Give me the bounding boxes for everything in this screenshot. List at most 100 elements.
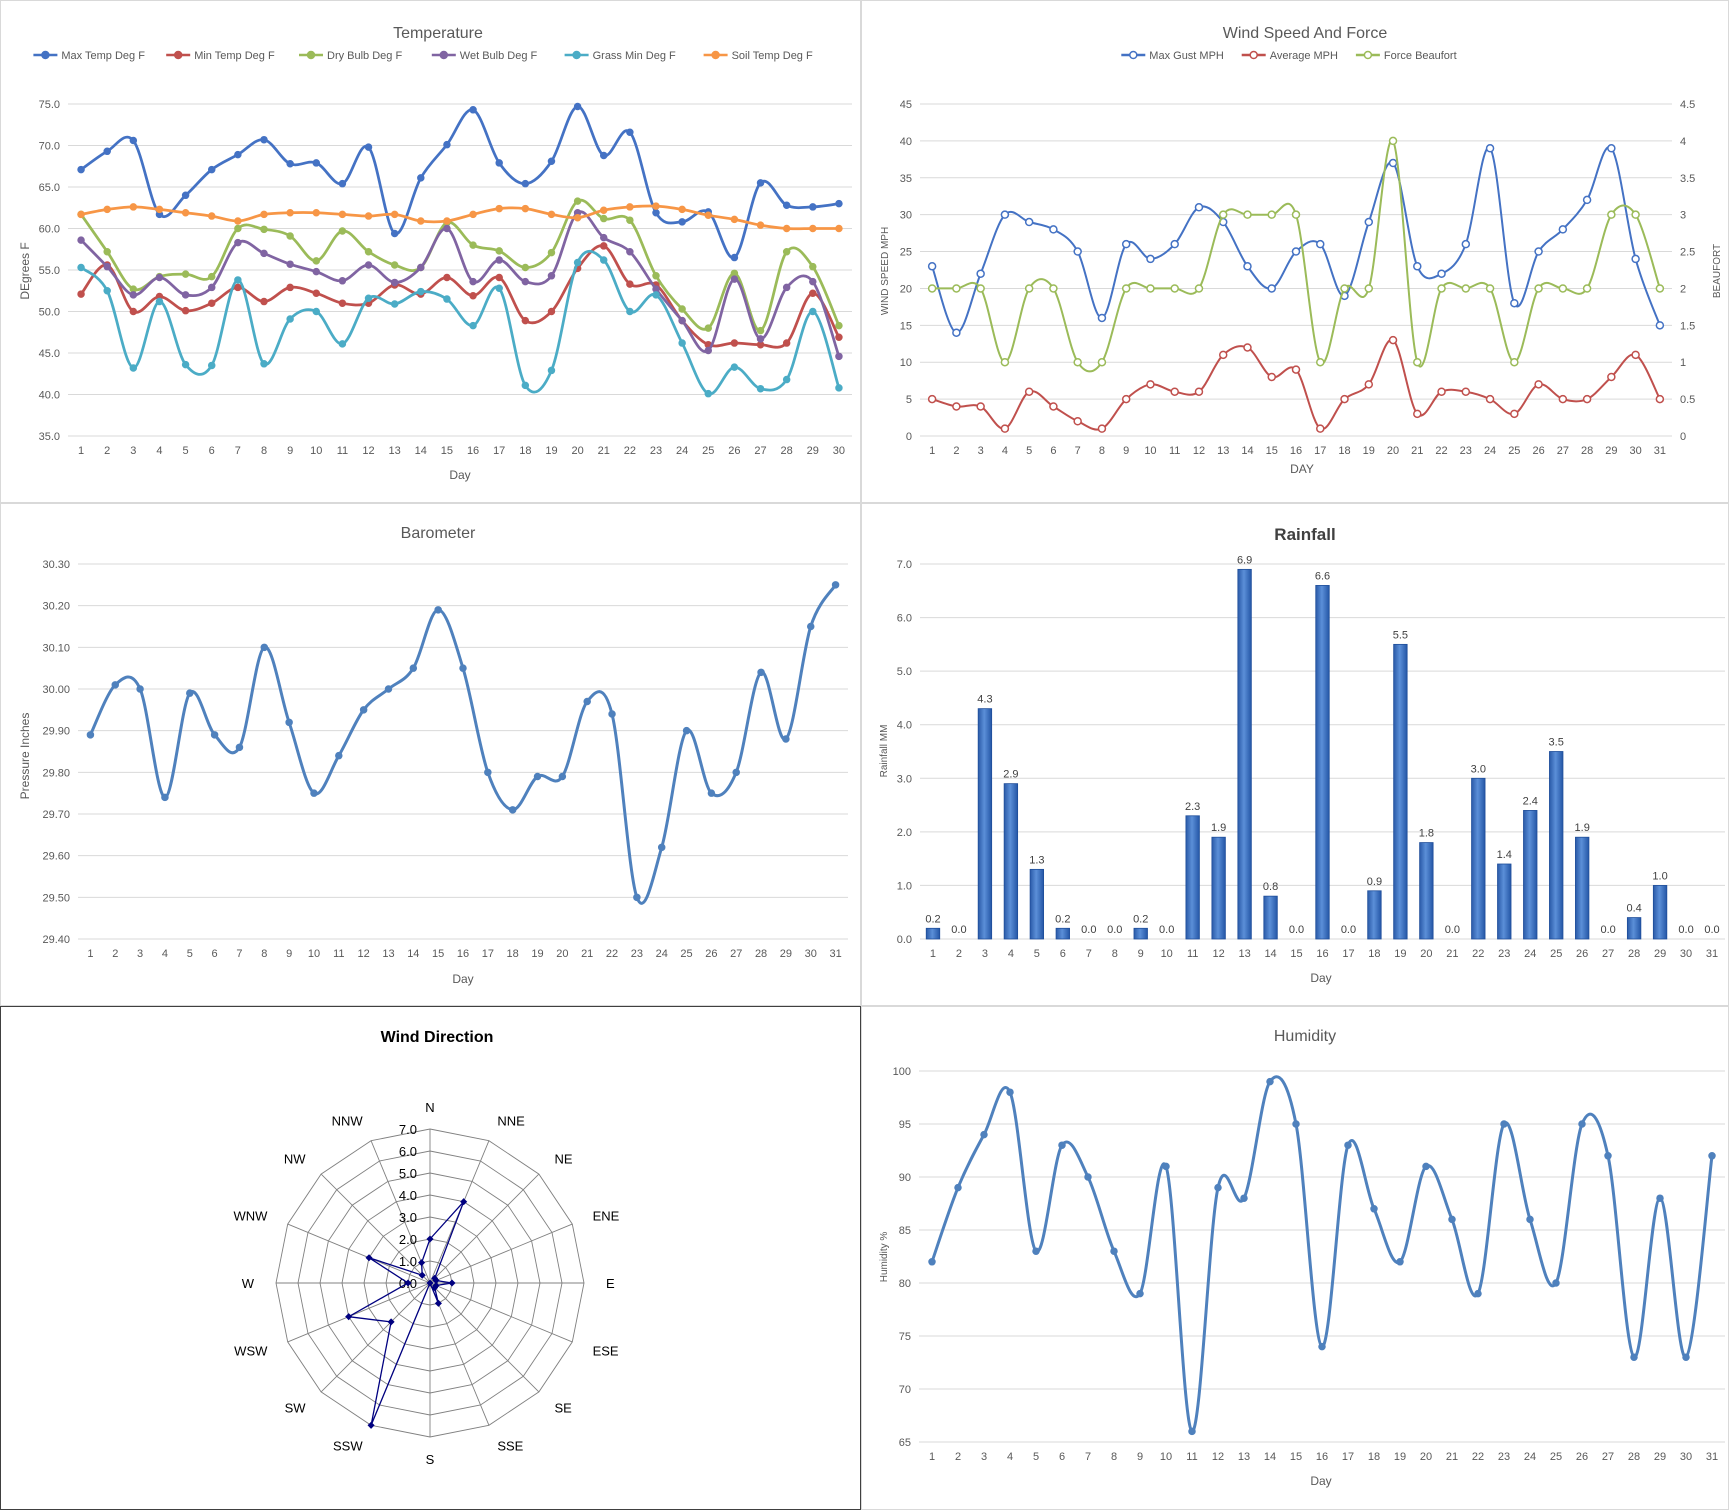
- data-point: [678, 316, 686, 325]
- data-point: [782, 339, 791, 347]
- x-tick-label: 1: [929, 1451, 935, 1463]
- data-point: [704, 346, 713, 355]
- x-tick-label: 9: [1138, 948, 1144, 960]
- radar-category-label: ESE: [593, 1343, 619, 1358]
- data-point: [521, 277, 530, 286]
- data-point: [1582, 394, 1592, 404]
- data-point: [1110, 1247, 1118, 1255]
- data-point: [364, 212, 373, 220]
- y2-tick-label: 3: [1680, 210, 1686, 222]
- y-tick-label: 30.00: [42, 684, 70, 696]
- data-point: [809, 224, 817, 233]
- plot-area: 35.040.045.050.055.060.065.070.075.01 2 3 4…: [39, 99, 852, 457]
- legend-marker: [572, 50, 581, 60]
- x-tick-label: 4: [162, 948, 168, 960]
- data-point: [103, 287, 111, 295]
- data-point: [1188, 1427, 1196, 1436]
- data-point: [1558, 284, 1568, 293]
- data-point: [234, 283, 242, 292]
- data-point: [1049, 225, 1058, 234]
- x-tick-label: 17: [1342, 1451, 1354, 1463]
- x-tick-label: 30: [805, 948, 817, 960]
- x-tick-label: 30: [1629, 445, 1641, 457]
- series-0: [77, 102, 843, 262]
- x-tick-label: 12: [1213, 948, 1225, 960]
- series-5: [77, 202, 843, 233]
- x-tick-label: 27: [730, 948, 742, 960]
- data-point: [1218, 210, 1228, 219]
- data-point: [335, 751, 343, 760]
- data-point: [1607, 210, 1616, 219]
- x-tick-label: 2: [953, 445, 959, 457]
- data-label: 6.6: [1315, 570, 1330, 582]
- legend-marker: [41, 50, 50, 60]
- data-point: [390, 210, 399, 219]
- data-point: [1388, 136, 1398, 146]
- data-point: [260, 360, 268, 368]
- data-point: [1344, 1141, 1352, 1149]
- data-point: [927, 262, 937, 271]
- data-point: [835, 321, 843, 330]
- data-point: [547, 307, 556, 316]
- y-tick-label: 70.0: [39, 141, 60, 153]
- y-tick-label: 20: [900, 283, 912, 295]
- data-point: [521, 381, 530, 390]
- data-point: [260, 225, 268, 234]
- x-tick-label: 18: [1338, 445, 1350, 457]
- radar-category-label: WNW: [233, 1209, 268, 1224]
- x-tick-label: 28: [781, 445, 793, 457]
- data-point: [1267, 284, 1276, 293]
- x-tick-label: 11: [1169, 445, 1180, 457]
- data-point: [338, 340, 347, 348]
- data-point: [129, 203, 138, 211]
- data-point: [730, 363, 739, 371]
- radar-category-label: SW: [285, 1400, 307, 1415]
- x-tick-label: 27: [1557, 445, 1569, 457]
- data-label: 5.5: [1393, 629, 1408, 641]
- data-point: [443, 217, 451, 225]
- x-tick-label: 12: [1212, 1451, 1224, 1463]
- x-tick-label: 28: [1628, 1451, 1640, 1463]
- data-point: [1461, 284, 1471, 293]
- bar: [1315, 585, 1330, 940]
- y2-axis-title: BEAUFORT: [1712, 244, 1723, 298]
- data-point: [364, 143, 373, 151]
- y2-tick-label: 2.5: [1680, 247, 1695, 259]
- data-label: 1.8: [1419, 828, 1434, 840]
- legend-marker: [1363, 50, 1373, 60]
- x-tick-label: 20: [571, 445, 583, 457]
- y-tick-label: 2.0: [897, 827, 912, 839]
- data-point: [1006, 1088, 1014, 1096]
- radar-point: [345, 1313, 353, 1321]
- data-point: [155, 273, 164, 282]
- data-point: [1500, 1120, 1508, 1128]
- x-tick-label: 7: [1086, 948, 1092, 960]
- data-point: [312, 289, 321, 297]
- x-tick-label: 26: [728, 445, 740, 457]
- bar: [1029, 868, 1045, 940]
- legend-label: Grass Min Deg F: [593, 50, 676, 62]
- radar-point: [418, 1259, 426, 1267]
- y-tick-label: 29.70: [42, 809, 70, 821]
- radar-tick-label: 5.0: [399, 1166, 417, 1181]
- data-point: [443, 295, 451, 303]
- data-label: 0.0: [1704, 924, 1719, 936]
- data-point: [1121, 284, 1131, 293]
- chart-title: Wind Speed And Force: [1223, 25, 1388, 42]
- x-tick-label: 2: [112, 948, 118, 960]
- data-point: [155, 205, 164, 214]
- data-point: [1364, 380, 1374, 389]
- data-label: 3.0: [1471, 763, 1486, 775]
- data-point: [161, 793, 169, 802]
- data-point: [1526, 1215, 1534, 1224]
- data-point: [599, 151, 608, 160]
- legend-label: Average MPH: [1270, 50, 1338, 62]
- data-point: [1291, 210, 1301, 219]
- humidity-chart-panel: Humidity 65 70 75 80 85 90 95 100 1 2 3 4 5 6 7 8 9 10 11 12…: [861, 1006, 1729, 1510]
- x-tick-label: 13: [1238, 1451, 1250, 1463]
- y-tick-label: 1.0: [897, 880, 912, 892]
- data-point: [952, 328, 961, 337]
- data-point: [1558, 225, 1568, 234]
- y-tick-label: 35: [900, 173, 912, 185]
- data-point: [626, 203, 634, 211]
